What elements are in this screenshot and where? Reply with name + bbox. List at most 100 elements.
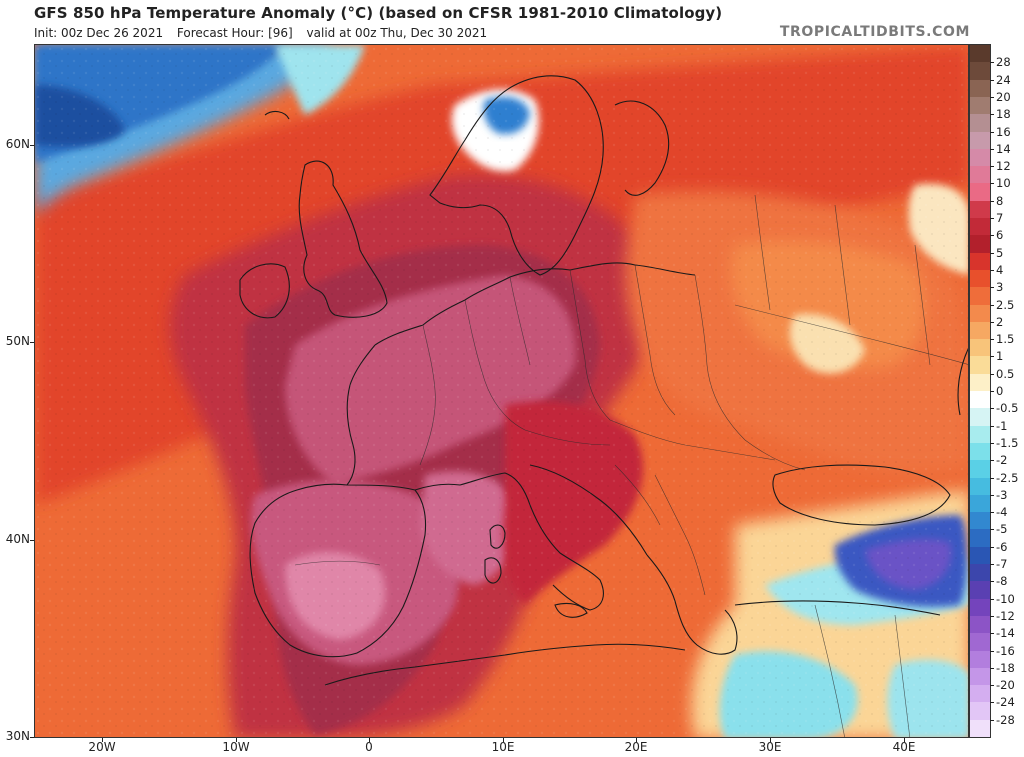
colorbar-label: -8 (996, 574, 1008, 589)
colorbar-cell (970, 564, 990, 582)
anomaly-map (34, 44, 969, 738)
colorbar-tick (990, 183, 994, 185)
colorbar-cell (970, 131, 990, 150)
colorbar-cell (970, 598, 990, 617)
colorbar-label: -20 (996, 678, 1015, 693)
colorbar-cell (970, 218, 990, 236)
colorbar-tick (990, 339, 994, 341)
colorbar-label: -1 (996, 418, 1008, 433)
colorbar-cell (970, 166, 990, 184)
colorbar-tick (990, 62, 994, 64)
colorbar-cell (970, 356, 990, 375)
colorbar-cell (970, 425, 990, 444)
colorbar-cell (970, 339, 990, 357)
lat-label-50n: 50N (5, 334, 30, 348)
colorbar-cell (970, 114, 990, 132)
colorbar-label: -7 (996, 557, 1008, 571)
colorbar-label: 0.5 (996, 366, 1015, 381)
colorbar-tick (990, 96, 994, 98)
colorbar-tick (990, 218, 994, 219)
brand-link[interactable]: TROPICALTIDBITS.COM (779, 24, 970, 40)
colorbar-tick (990, 408, 994, 410)
lon-tick-20w (102, 738, 103, 742)
map-subtitle: Init: 00z Dec 26 2021 Forecast Hour: [96… (34, 26, 497, 40)
colorbar-cell (970, 633, 990, 651)
lat-label-30n: 30N (5, 729, 30, 743)
colorbar-cell (970, 200, 990, 219)
colorbar-label: -28 (996, 712, 1015, 727)
colorbar-tick (990, 460, 994, 462)
colorbar-label: 1 (996, 349, 1004, 364)
colorbar-tick (990, 598, 994, 600)
lat-label-60n: 60N (5, 137, 30, 151)
colorbar-cell (970, 148, 990, 167)
colorbar-label: 18 (996, 107, 1011, 122)
colorbar-label: -3 (996, 487, 1008, 502)
lon-label-40e: 40E (892, 740, 916, 754)
colorbar-tick (990, 529, 994, 531)
colorbar-tick (990, 235, 994, 237)
colorbar-cell (970, 477, 990, 496)
lon-label-20w: 20W (88, 740, 116, 754)
colorbar-label: -1.5 (996, 435, 1019, 450)
colorbar-label: 1.5 (996, 332, 1015, 347)
lon-tick-40e (904, 738, 905, 742)
colorbar-cell (970, 667, 990, 686)
colorbar-label: -12 (996, 608, 1015, 623)
colorbar-tick (990, 702, 994, 704)
colorbar-label: 2.5 (996, 297, 1015, 312)
anomaly-texture (35, 45, 968, 737)
colorbar-tick (990, 373, 994, 375)
colorbar-cell (970, 719, 990, 738)
colorbar-label: -14 (996, 626, 1015, 641)
colorbar (969, 44, 991, 738)
colorbar-label: 4 (996, 262, 1004, 277)
colorbar-label: 20 (996, 89, 1011, 104)
colorbar-cell-cap (970, 45, 990, 63)
colorbar-cell (970, 685, 990, 703)
colorbar-tick (990, 546, 994, 548)
colorbar-tick (990, 166, 994, 168)
colorbar-cell (970, 615, 990, 634)
colorbar-cell (970, 512, 990, 530)
colorbar-tick (990, 252, 994, 254)
colorbar-label: -0.5 (996, 401, 1019, 416)
colorbar-cell (970, 269, 990, 288)
colorbar-tick (990, 685, 994, 687)
colorbar-label: 8 (996, 193, 1004, 208)
colorbar-label: -6 (996, 539, 1008, 554)
colorbar-cell (970, 529, 990, 548)
colorbar-tick (990, 131, 994, 133)
colorbar-tick (990, 512, 994, 514)
colorbar-label: -18 (996, 660, 1015, 675)
map-title: GFS 850 hPa Temperature Anomaly (°C) (ba… (34, 4, 723, 22)
lon-tick-20e (636, 738, 637, 742)
lon-tick-0 (369, 738, 370, 742)
colorbar-cell (970, 62, 990, 81)
colorbar-cell (970, 373, 990, 392)
lon-label-20e: 20E (624, 740, 648, 754)
colorbar-tick (990, 321, 994, 323)
colorbar-tick (990, 667, 994, 669)
colorbar-tick (990, 304, 994, 306)
colorbar-label: 12 (996, 159, 1011, 174)
colorbar-cell (970, 546, 990, 565)
colorbar-label: -4 (996, 505, 1008, 520)
colorbar-label: 5 (996, 245, 1004, 260)
lon-tick-10w (236, 738, 237, 742)
colorbar-label: 6 (996, 228, 1004, 243)
colorbar-cell (970, 442, 990, 461)
lon-label-10w: 10W (222, 740, 250, 754)
colorbar-tick (990, 425, 994, 427)
colorbar-label: -16 (996, 643, 1015, 658)
colorbar-tick (990, 581, 994, 583)
country-borders (294, 194, 968, 737)
colorbar-label: 10 (996, 176, 1011, 191)
colorbar-cell (970, 702, 990, 721)
colorbar-label: 0 (996, 384, 1004, 398)
colorbar-tick (990, 148, 994, 150)
lat-tick-60n (30, 145, 34, 146)
colorbar-tick (990, 564, 994, 565)
colorbar-cell (970, 408, 990, 427)
colorbar-cell (970, 304, 990, 323)
